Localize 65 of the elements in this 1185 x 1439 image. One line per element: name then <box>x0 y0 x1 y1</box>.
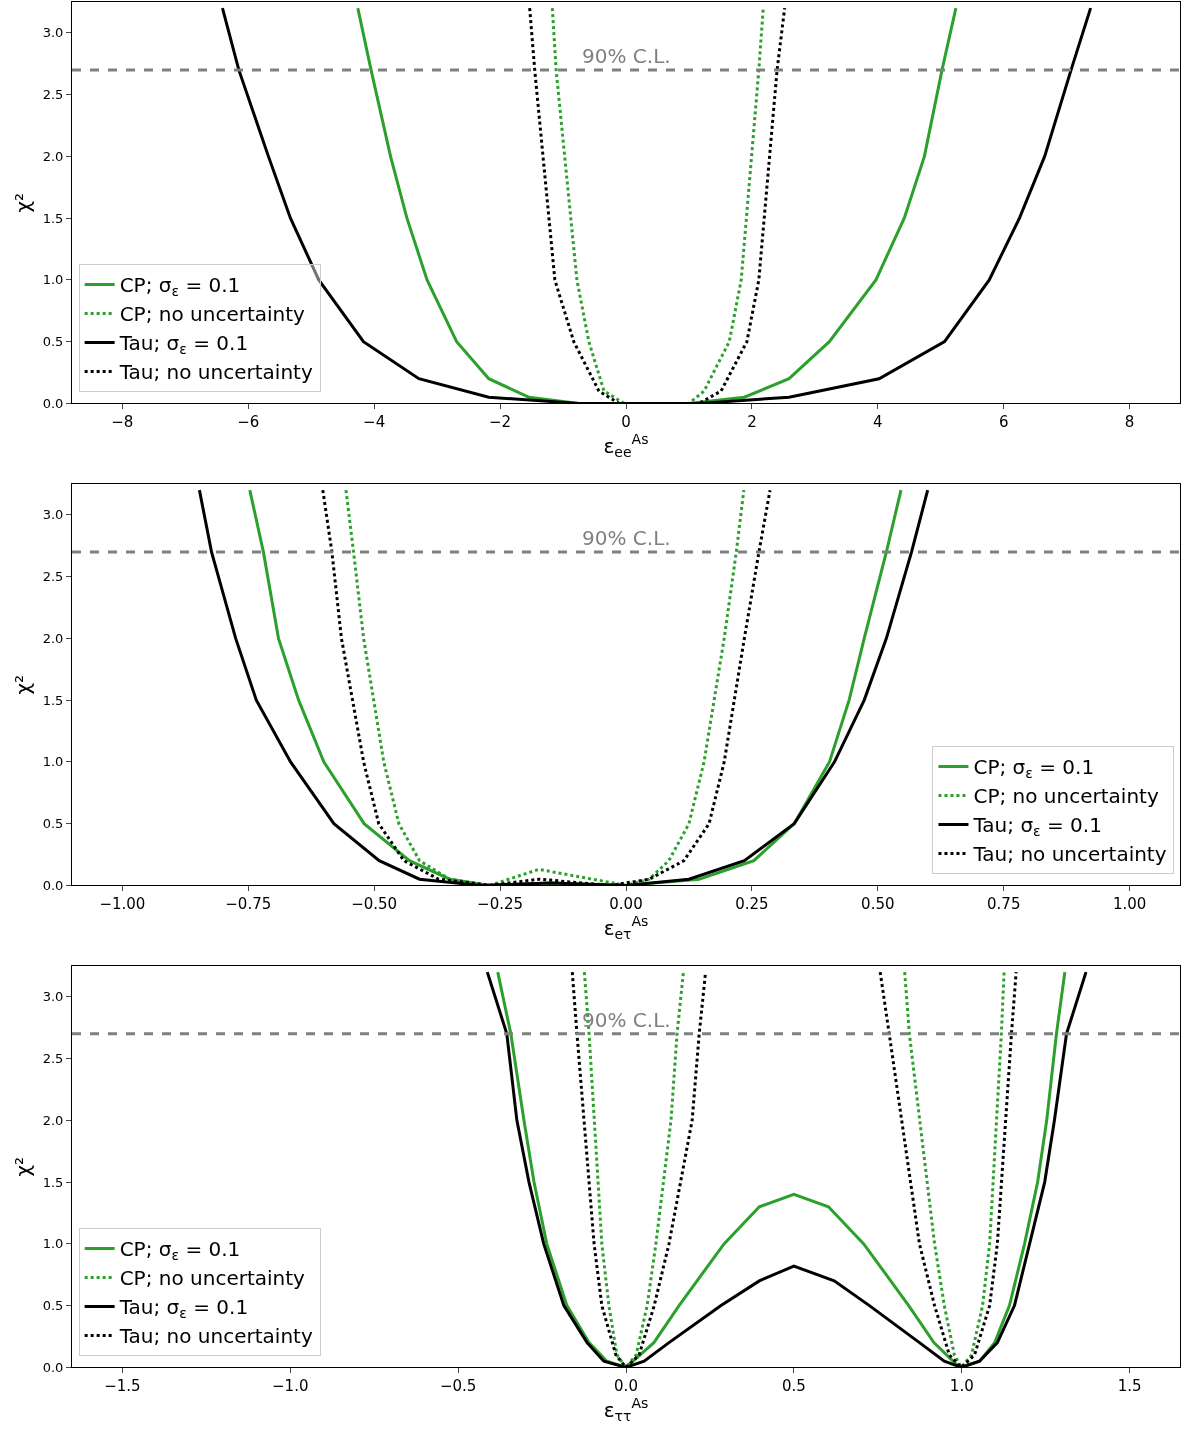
y-tick-label: 3.0 <box>42 989 64 1005</box>
ref-line-label: 90% C.L. <box>582 1008 671 1032</box>
y-tick-label: 1.5 <box>42 692 64 708</box>
x-tick-label: 0.00 <box>609 895 643 914</box>
x-tick-label: −1.5 <box>104 1377 141 1396</box>
y-tick-label: 2.0 <box>42 630 64 646</box>
y-tick-label: 1.0 <box>42 272 64 288</box>
line-series <box>356 6 958 404</box>
y-tick-label: 1.0 <box>42 1236 64 1252</box>
legend-label: Tau; σ$_{ε}$ = 0.1 <box>972 813 1102 840</box>
y-tick-label: 0.0 <box>42 1359 64 1375</box>
y-tick-label: 3.0 <box>42 507 64 523</box>
legend-label: CP; σ$_{ε}$ = 0.1 <box>973 755 1095 782</box>
y-tick-label: 0.0 <box>42 877 64 893</box>
x-tick-label: 0 <box>621 413 631 432</box>
x-tick-label: 1.00 <box>1112 895 1147 914</box>
legend-label: CP; no uncertainty <box>119 302 306 327</box>
legend-label: Tau; no uncertainty <box>118 360 313 385</box>
x-tick-label: −4 <box>363 413 386 432</box>
legend-label: CP; no uncertainty <box>973 784 1159 809</box>
y-axis-title: χ² <box>11 1156 36 1177</box>
x-tick-label: −1.00 <box>99 895 146 914</box>
x-tick-label: −0.25 <box>477 895 524 914</box>
y-tick-label: 2.0 <box>42 148 64 164</box>
x-tick-label: −0.5 <box>439 1377 477 1396</box>
legend-label: Tau; no uncertainty <box>972 842 1167 867</box>
x-tick-label: −0.50 <box>351 895 398 914</box>
y-axis-title: χ² <box>11 192 36 213</box>
ref-line-label: 90% C.L. <box>582 526 671 550</box>
x-tick-label: 4 <box>873 413 883 432</box>
y-tick-label: 3.0 <box>42 25 64 41</box>
x-tick-label: −0.75 <box>225 895 272 914</box>
legend-label: CP; σ$_{ε}$ = 0.1 <box>119 1237 241 1264</box>
x-tick-label: −8 <box>111 413 134 432</box>
y-tick-label: 2.0 <box>42 1112 64 1128</box>
y-tick-label: 1.5 <box>42 210 64 226</box>
y-tick-label: 2.5 <box>42 87 64 103</box>
y-tick-label: 0.5 <box>42 816 64 832</box>
legend-label: CP; no uncertainty <box>119 1266 306 1291</box>
legend-label: Tau; no uncertainty <box>118 1324 313 1349</box>
x-tick-label: 0.5 <box>781 1377 806 1396</box>
y-tick-label: 2.5 <box>42 569 64 585</box>
x-tick-label: 0.75 <box>987 895 1021 914</box>
ref-line-label: 90% C.L. <box>582 44 671 68</box>
x-tick-label: 1.5 <box>1117 1377 1142 1396</box>
legend-label: CP; σ$_{ε}$ = 0.1 <box>119 273 241 300</box>
x-tick-label: −6 <box>237 413 260 432</box>
y-tick-label: 1.5 <box>42 1174 64 1190</box>
x-tick-label: 1.0 <box>949 1377 974 1396</box>
y-tick-label: 1.0 <box>42 754 64 770</box>
x-tick-label: 0.25 <box>735 895 769 914</box>
y-tick-label: 0.5 <box>42 1298 64 1314</box>
legend-label: Tau; σ$_{ε}$ = 0.1 <box>118 331 249 358</box>
x-tick-label: 0.0 <box>614 1377 638 1396</box>
x-tick-label: −1.0 <box>272 1377 309 1396</box>
legend-label: Tau; σ$_{ε}$ = 0.1 <box>118 1295 249 1322</box>
x-tick-label: 2 <box>747 413 757 432</box>
y-tick-label: 0.5 <box>42 334 64 350</box>
x-tick-label: 8 <box>1124 413 1135 432</box>
y-axis-title: χ² <box>11 674 36 695</box>
x-tick-label: 6 <box>998 413 1009 432</box>
y-tick-label: 0.0 <box>42 395 64 411</box>
y-tick-label: 2.5 <box>42 1051 64 1067</box>
x-tick-label: 0.50 <box>861 895 895 914</box>
x-tick-label: −2 <box>489 413 512 432</box>
